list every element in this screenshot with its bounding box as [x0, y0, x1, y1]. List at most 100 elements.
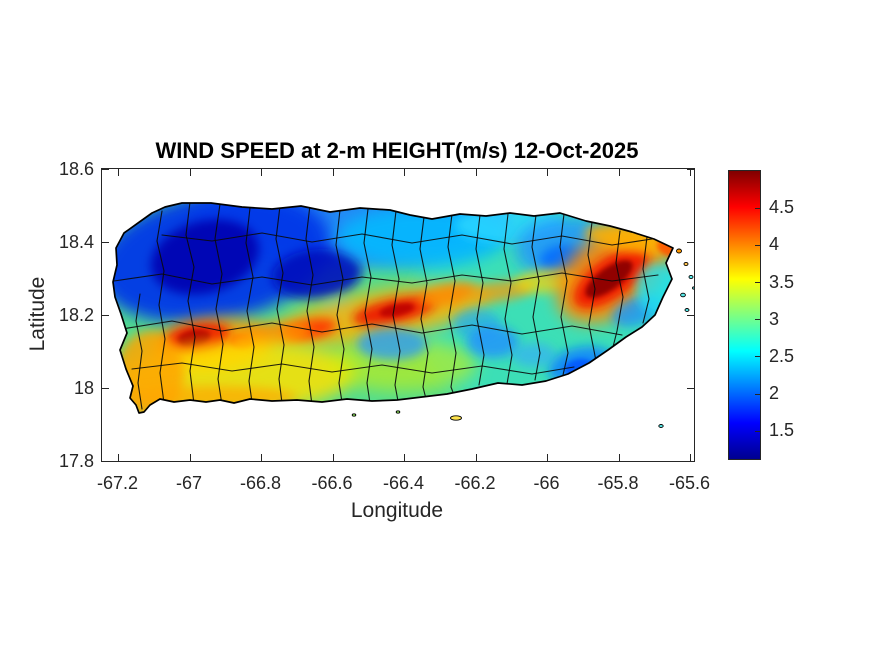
offshore-islet: [683, 261, 689, 267]
figure-title: WIND SPEED at 2-m HEIGHT(m/s) 12-Oct-202…: [155, 138, 639, 163]
y-tick-mark-left: [102, 461, 109, 462]
x-tick-mark-top: [690, 169, 691, 176]
municipality-boundary-line: [363, 208, 373, 404]
municipality-boundary-line: [161, 232, 653, 246]
municipality-boundary-line: [531, 214, 541, 381]
municipality-boundary-line: [305, 204, 315, 406]
municipality-boundary-line: [642, 236, 650, 324]
colorbar-tick-mark: [755, 207, 760, 209]
offshore-islet: [688, 274, 694, 280]
x-tick-label: -66.4: [382, 473, 425, 493]
x-tick-label: -66.8: [239, 473, 282, 493]
offshore-islet: [395, 410, 401, 414]
offshore-islet: [351, 413, 357, 417]
x-tick-mark-top: [475, 169, 477, 176]
municipality-boundaries: [113, 203, 659, 410]
municipality-boundary-line: [156, 210, 166, 404]
wind-field-contour-blob: [417, 283, 477, 307]
colorbar-tick-label: 4: [769, 234, 780, 255]
offshore-islet: [684, 308, 690, 312]
x-tick-mark-bottom: [189, 454, 191, 461]
x-tick-mark-top: [261, 169, 262, 176]
colorbar-tick-label: 4.5: [769, 197, 795, 218]
municipality-boundary-line: [121, 320, 623, 336]
colorbar-tick-label: 3: [769, 308, 780, 329]
municipality-boundary-line: [135, 293, 143, 410]
municipality-boundary-line: [587, 221, 597, 362]
x-tick-mark-bottom: [475, 454, 477, 461]
x-tick-mark-bottom: [118, 454, 119, 461]
offshore-islet: [680, 292, 686, 298]
municipality-boundary-line: [131, 362, 575, 375]
x-tick-mark-top: [547, 169, 548, 176]
offshore-islet: [658, 424, 664, 428]
wind-field-contour-blob: [379, 303, 415, 317]
y-tick-label: 18: [73, 378, 94, 398]
y-tick-mark-right: [687, 242, 694, 243]
y-tick-mark-left: [102, 242, 109, 243]
x-tick-mark-bottom: [690, 454, 691, 461]
y-tick-mark-right: [687, 169, 694, 170]
plot-area: [101, 168, 695, 462]
x-tick-mark-bottom: [332, 454, 334, 461]
municipality-boundary-line: [113, 272, 659, 286]
y-tick-label: 18.2: [58, 305, 94, 325]
x-tick-mark-top: [332, 169, 334, 176]
colorbar-tick-label: 3.5: [769, 271, 795, 292]
wind-field-contour-blob: [177, 329, 211, 347]
x-tick-label: -65.8: [597, 473, 639, 493]
x-tick-label: -66.2: [454, 473, 496, 493]
colorbar-tick-label: 2: [769, 383, 780, 404]
municipality-boundary-line: [475, 214, 485, 386]
municipality-boundary-line: [185, 203, 196, 405]
x-tick-mark-top: [618, 169, 620, 176]
x-tick-mark-bottom: [261, 454, 262, 461]
x-tick-label: -66.6: [311, 473, 353, 493]
y-tick-mark-right: [687, 315, 694, 316]
offshore-islet: [450, 415, 462, 421]
municipality-boundary-line: [391, 210, 401, 402]
municipality-boundary-line: [419, 216, 429, 400]
municipality-boundary-line: [245, 207, 255, 403]
x-tick-label: -66: [533, 473, 560, 493]
y-tick-label: 18.4: [58, 232, 94, 252]
municipality-boundary-line: [447, 213, 457, 396]
y-tick-label: 18.6: [58, 159, 94, 179]
colorbar: [728, 170, 761, 460]
wind-speed-field: [113, 203, 673, 413]
y-tick-mark-left: [102, 388, 109, 389]
colorbar-tick-mark: [755, 393, 760, 395]
y-tick-mark-right: [687, 461, 694, 462]
x-tick-label: -67: [175, 473, 203, 493]
colorbar-tick-label: 2.5: [769, 345, 795, 366]
wind-field-contour-blob: [127, 386, 297, 408]
wind-field-contour-blob: [357, 328, 427, 360]
colorbar-tick-label: 1.5: [769, 420, 795, 441]
municipality-boundary-line: [214, 203, 224, 406]
colorbar-tick-mark: [755, 356, 760, 358]
x-tick-mark-top: [118, 169, 119, 176]
municipality-boundary-line: [612, 230, 624, 348]
municipality-boundary-line: [335, 209, 345, 403]
wind-field-contour-blob: [512, 343, 556, 367]
y-tick-label: 17.8: [58, 451, 94, 471]
y-tick-mark-left: [102, 169, 109, 170]
x-tick-mark-top: [189, 169, 191, 176]
island-coastline: [112, 202, 674, 414]
colorbar-tick-mark: [755, 282, 760, 284]
x-tick-mark-bottom: [404, 454, 405, 461]
y-tick-mark-left: [102, 315, 109, 316]
x-tick-mark-bottom: [618, 454, 620, 461]
x-axis-label: Longitude: [350, 499, 444, 522]
municipality-boundary-line: [275, 205, 285, 404]
colorbar-tick-mark: [755, 430, 760, 432]
puerto-rico-wind-map: [112, 202, 694, 428]
x-tick-mark-bottom: [547, 454, 548, 461]
x-tick-mark-top: [404, 169, 405, 176]
offshore-islet: [676, 248, 682, 254]
colorbar-tick-mark: [755, 244, 760, 246]
offshore-islet: [692, 286, 694, 290]
municipality-boundary-line: [559, 213, 569, 376]
x-tick-label: -65.6: [668, 473, 711, 493]
